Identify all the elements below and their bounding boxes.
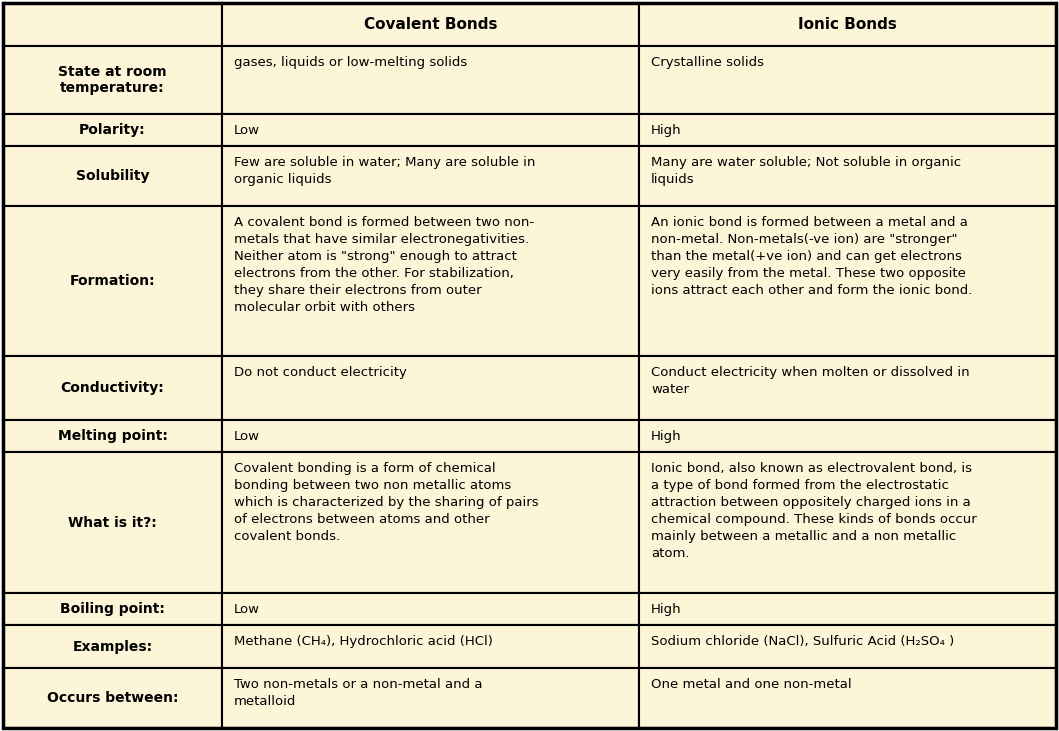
Text: One metal and one non-metal: One metal and one non-metal — [651, 678, 851, 691]
Bar — [222, 594, 639, 625]
Text: What is it?:: What is it?: — [68, 515, 157, 530]
Text: Many are water soluble; Not soluble in organic
liquids: Many are water soluble; Not soluble in o… — [651, 156, 962, 186]
Bar — [639, 420, 1056, 452]
Bar — [222, 114, 639, 146]
Text: Low: Low — [234, 430, 261, 443]
Bar — [639, 206, 1056, 356]
Text: High: High — [651, 430, 682, 443]
Text: Formation:: Formation: — [70, 274, 156, 288]
Text: An ionic bond is formed between a metal and a
non-metal. Non-metals(-ve ion) are: An ionic bond is formed between a metal … — [651, 216, 972, 298]
Text: Crystalline solids: Crystalline solids — [651, 56, 764, 69]
Bar — [222, 420, 639, 452]
Bar — [222, 452, 639, 594]
Bar — [639, 46, 1056, 114]
Bar — [639, 452, 1056, 594]
Text: Polarity:: Polarity: — [79, 124, 146, 137]
Bar — [3, 420, 222, 452]
Bar — [639, 146, 1056, 206]
Text: Occurs between:: Occurs between: — [47, 691, 178, 705]
Text: Melting point:: Melting point: — [57, 429, 167, 443]
Bar — [639, 114, 1056, 146]
Bar — [3, 114, 222, 146]
Text: Few are soluble in water; Many are soluble in
organic liquids: Few are soluble in water; Many are solub… — [234, 156, 536, 186]
Bar — [222, 625, 639, 668]
Bar — [3, 625, 222, 668]
Text: Conduct electricity when molten or dissolved in
water: Conduct electricity when molten or disso… — [651, 366, 970, 396]
Bar — [639, 668, 1056, 728]
Text: Covalent Bonds: Covalent Bonds — [364, 17, 498, 32]
Bar — [3, 146, 222, 206]
Text: State at room
temperature:: State at room temperature: — [58, 65, 167, 95]
Bar — [3, 46, 222, 114]
Bar — [222, 206, 639, 356]
Bar — [639, 625, 1056, 668]
Bar — [3, 668, 222, 728]
Bar — [222, 356, 639, 420]
Text: Conductivity:: Conductivity: — [60, 381, 164, 395]
Bar — [3, 594, 222, 625]
Text: Ionic bond, also known as electrovalent bond, is
a type of bond formed from the : Ionic bond, also known as electrovalent … — [651, 462, 976, 560]
Bar — [222, 46, 639, 114]
Bar — [3, 452, 222, 594]
Text: Covalent bonding is a form of chemical
bonding between two non metallic atoms
wh: Covalent bonding is a form of chemical b… — [234, 462, 539, 543]
Text: Do not conduct electricity: Do not conduct electricity — [234, 366, 407, 379]
Text: Two non-metals or a non-metal and a
metalloid: Two non-metals or a non-metal and a meta… — [234, 678, 483, 708]
Bar — [222, 668, 639, 728]
Bar — [3, 3, 222, 46]
Text: Low: Low — [234, 124, 261, 137]
Bar — [222, 146, 639, 206]
Text: Examples:: Examples: — [72, 640, 152, 654]
Bar — [3, 206, 222, 356]
Bar — [222, 3, 639, 46]
Text: gases, liquids or low-melting solids: gases, liquids or low-melting solids — [234, 56, 467, 69]
Text: High: High — [651, 124, 682, 137]
Text: Ionic Bonds: Ionic Bonds — [798, 17, 897, 32]
Text: Low: Low — [234, 603, 261, 616]
Bar — [639, 3, 1056, 46]
Text: Sodium chloride (NaCl), Sulfuric Acid (H₂SO₄ ): Sodium chloride (NaCl), Sulfuric Acid (H… — [651, 635, 954, 648]
Text: High: High — [651, 603, 682, 616]
Bar — [3, 356, 222, 420]
Text: Solubility: Solubility — [76, 170, 149, 183]
Bar — [639, 356, 1056, 420]
Bar — [639, 594, 1056, 625]
Text: Boiling point:: Boiling point: — [60, 602, 165, 616]
Text: A covalent bond is formed between two non-
metals that have similar electronegat: A covalent bond is formed between two no… — [234, 216, 534, 314]
Text: Methane (CH₄), Hydrochloric acid (HCl): Methane (CH₄), Hydrochloric acid (HCl) — [234, 635, 492, 648]
